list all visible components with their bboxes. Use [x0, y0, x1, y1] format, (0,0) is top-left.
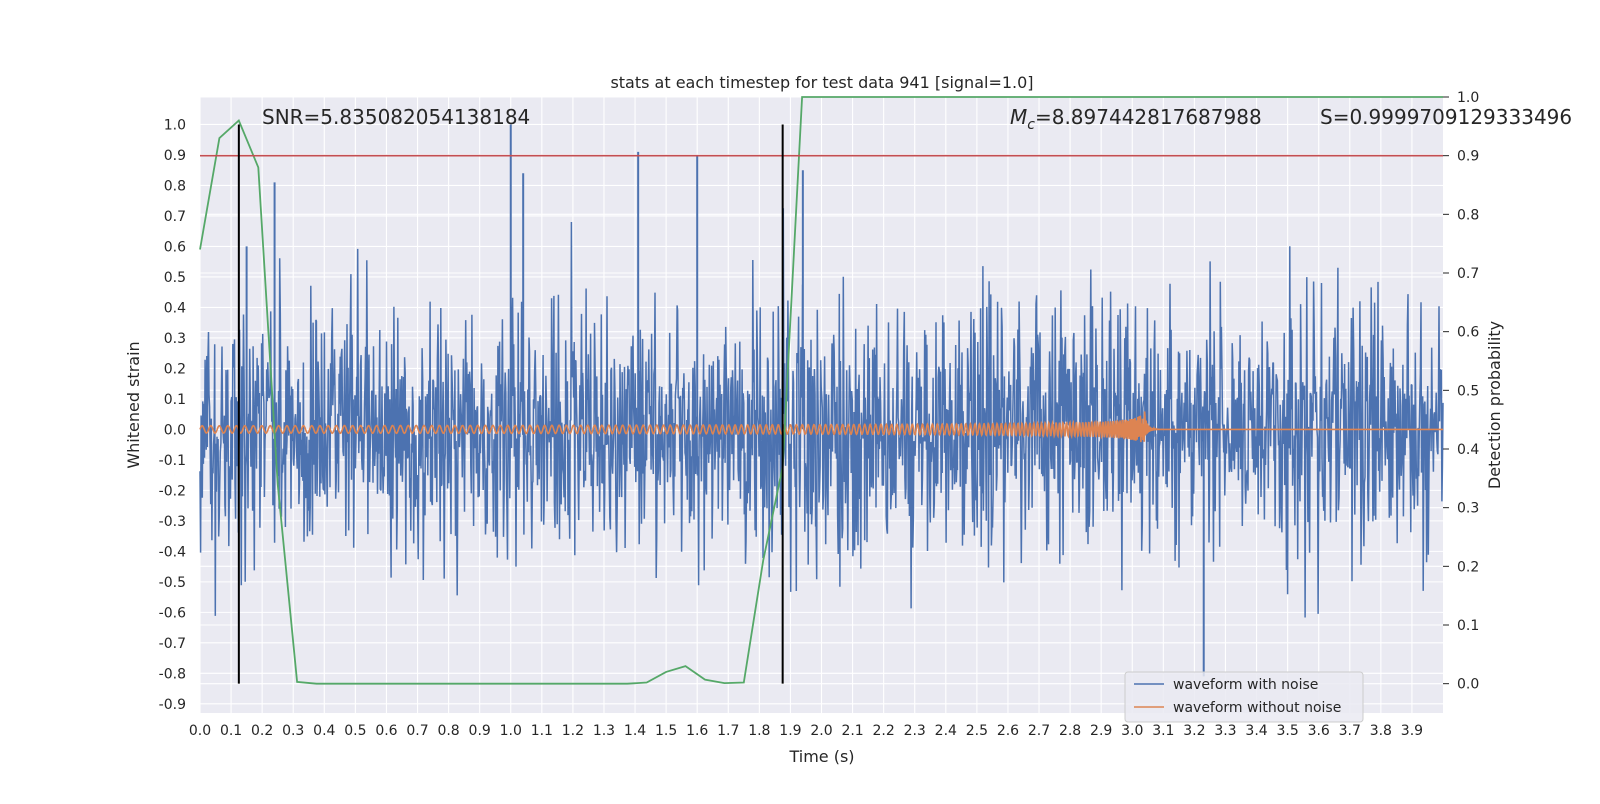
y-tick-label: 0.0: [164, 422, 186, 438]
x-tick-label: 3.6: [1308, 723, 1330, 739]
x-tick-label: 1.3: [593, 723, 615, 739]
y-tick-label: -0.3: [159, 514, 186, 530]
y2-tick-label: 0.9: [1457, 149, 1479, 165]
legend-label-noise: waveform with noise: [1173, 677, 1318, 693]
x-tick-label: 1.0: [500, 723, 522, 739]
y-axis-label: Whitened strain: [124, 341, 143, 468]
y-tick-label: -0.4: [159, 544, 186, 560]
x-tick-label: 0.4: [313, 723, 335, 739]
chart-title: stats at each timestep for test data 941…: [610, 73, 1033, 92]
markers: [200, 124, 1443, 684]
y2-tick-label: 0.3: [1457, 501, 1479, 517]
x-tick-label: 3.9: [1401, 723, 1423, 739]
x-tick-label: 2.6: [997, 723, 1019, 739]
x-tick-label: 3.3: [1214, 723, 1236, 739]
x-tick-label: 3.1: [1152, 723, 1174, 739]
y2-tick-label: 0.5: [1457, 383, 1479, 399]
y2-tick-label: 0.8: [1457, 207, 1479, 223]
x-tick-label: 2.3: [904, 723, 926, 739]
x-tick-label: 1.6: [686, 723, 708, 739]
legend-box: [1124, 671, 1364, 723]
x-tick-label: 1.7: [717, 723, 739, 739]
x-tick-labels: 0.0 0.1 0.2 0.3 0.4 0.5 0.6 0.7 0.8 0.9 1.0 1.1 1.2 1…: [189, 723, 1423, 739]
x-tick-label: 0.8: [437, 723, 459, 739]
x-tick-label: 0.0: [189, 723, 211, 739]
x-tick-label: 2.2: [873, 723, 895, 739]
y-tick-label: 0.3: [164, 331, 186, 347]
legend-label-clean: waveform without noise: [1173, 700, 1341, 716]
s-annotation: S=0.9999709129333496: [1320, 105, 1572, 129]
y-tick-label: -0.8: [159, 666, 186, 682]
x-tick-label: 1.5: [655, 723, 677, 739]
snr-annotation: SNR=5.835082054138184: [262, 105, 530, 129]
legend: waveform with noise waveform without noi…: [1124, 671, 1364, 723]
x-tick-label: 0.5: [344, 723, 366, 739]
x-tick-label: 1.4: [624, 723, 646, 739]
y-tick-label: 0.6: [164, 239, 186, 255]
x-tick-label: 3.8: [1370, 723, 1392, 739]
x-tick-label: 0.3: [282, 723, 304, 739]
x-tick-label: 0.2: [251, 723, 273, 739]
x-tick-label: 0.7: [406, 723, 428, 739]
y2-tick-label: 0.4: [1457, 442, 1479, 458]
x-axis-label: Time (s): [788, 747, 854, 766]
y-tick-label: 0.4: [164, 300, 186, 316]
x-tick-label: 2.1: [841, 723, 863, 739]
y2-tick-label: 0.7: [1457, 266, 1479, 282]
mc-subscript: c: [1027, 117, 1035, 133]
x-tick-label: 2.9: [1090, 723, 1112, 739]
x-tick-label: 2.8: [1059, 723, 1081, 739]
y-tick-label: 0.5: [164, 270, 186, 286]
y-tick-label: 0.2: [164, 361, 186, 377]
x-tick-label: 3.0: [1121, 723, 1143, 739]
x-tick-label: 1.9: [779, 723, 801, 739]
x-tick-label: 3.2: [1183, 723, 1205, 739]
x-tick-label: 1.2: [562, 723, 584, 739]
y-tick-label: 0.8: [164, 178, 186, 194]
y2-tick-label: 0.0: [1457, 677, 1479, 693]
y-tick-label: 0.7: [164, 209, 186, 225]
mc-symbol: M: [1010, 105, 1027, 129]
y-tick-label: -0.9: [159, 697, 186, 713]
y2-tick-label: 0.2: [1457, 559, 1479, 575]
y2-tick-label: 0.6: [1457, 325, 1479, 341]
x-tick-label: 2.4: [935, 723, 957, 739]
grid: [199, 96, 1443, 713]
y-tick-labels: 1.0 0.9 0.8 0.7 0.6 0.5 0.4 0.3 0.2 0.1 0.0 -0.1 -0.…: [159, 117, 186, 712]
y-tick-label: -0.2: [159, 483, 186, 499]
y-tick-label: -0.7: [159, 636, 186, 652]
x-tick-label: 1.8: [748, 723, 770, 739]
series-waveform-without-noise: [199, 411, 1443, 443]
clean-waveform-line: [199, 411, 1443, 443]
y2-tick-labels: 1.0 0.9 0.8 0.7 0.6 0.5 0.4 0.3 0.2 0.1 0.0: [1443, 90, 1479, 693]
y2-tick-label: 1.0: [1457, 90, 1479, 106]
x-tick-label: 2.5: [966, 723, 988, 739]
x-tick-label: 1.1: [531, 723, 553, 739]
y-tick-label: -0.5: [159, 575, 186, 591]
y2-axis-label: Detection probability: [1485, 321, 1504, 489]
x-tick-label: 3.4: [1245, 723, 1267, 739]
y-tick-label: 0.9: [164, 148, 186, 164]
x-tick-label: 3.7: [1339, 723, 1361, 739]
y-tick-label: -0.6: [159, 605, 186, 621]
x-tick-label: 0.1: [220, 723, 242, 739]
mc-value: =8.897442817687988: [1035, 105, 1262, 129]
y-tick-label: -0.1: [159, 453, 186, 469]
x-tick-label: 0.9: [469, 723, 491, 739]
x-tick-label: 3.5: [1276, 723, 1298, 739]
series-waveform-with-noise: [199, 124, 1444, 677]
mc-annotation: Mc=8.897442817687988: [1010, 105, 1262, 133]
x-tick-label: 2.0: [810, 723, 832, 739]
x-tick-label: 2.7: [1028, 723, 1050, 739]
x-tick-label: 0.6: [375, 723, 397, 739]
y2-tick-label: 0.1: [1457, 618, 1479, 634]
y-tick-label: 0.1: [164, 392, 186, 408]
noise-waveform-line: [199, 208, 1444, 618]
y-tick-label: 1.0: [164, 117, 186, 133]
